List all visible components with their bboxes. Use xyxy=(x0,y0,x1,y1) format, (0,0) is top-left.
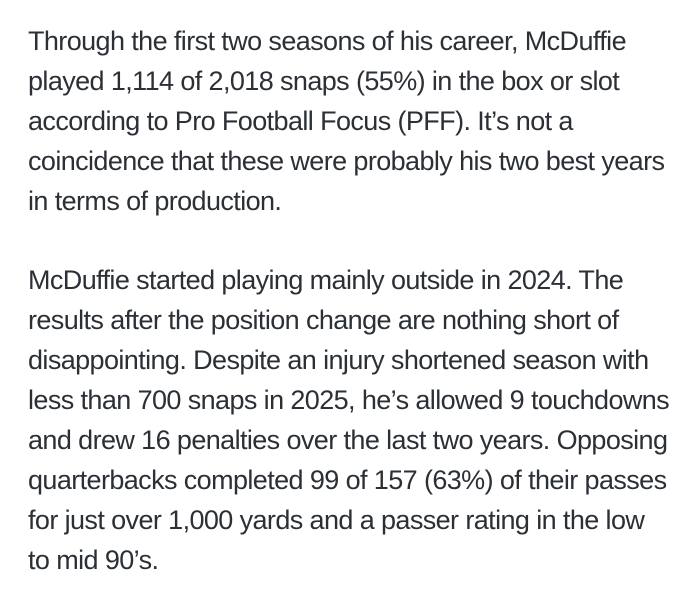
paragraph-career-snaps: Through the first two seasons of his car… xyxy=(28,26,665,216)
article: Through the first two seasons of his car… xyxy=(28,26,670,575)
paragraph-position-change: McDuffie started playing mainly outside … xyxy=(28,265,670,575)
